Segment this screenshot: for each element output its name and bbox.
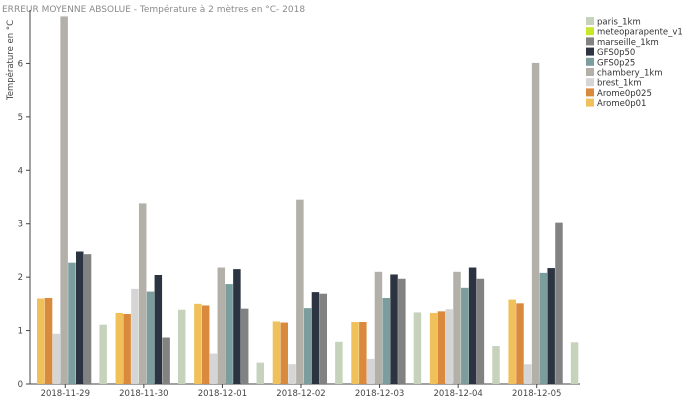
bar-paris-1km-2018-12-03 bbox=[413, 312, 422, 384]
bar-chambery-1km-2018-11-30 bbox=[138, 203, 147, 384]
y-axis-label: Température en °C bbox=[5, 20, 16, 101]
x-tick-label: 2018-12-01 bbox=[198, 389, 247, 399]
bar-arome0p01-2018-12-02 bbox=[272, 321, 281, 384]
legend-label-marseille-1km: marseille_1km bbox=[597, 38, 659, 48]
bar-arome0p025-2018-12-04 bbox=[437, 311, 446, 384]
bar-arome0p01-2018-12-05 bbox=[508, 299, 516, 384]
legend-label-gfs0p50: GFS0p50 bbox=[597, 48, 635, 58]
bar-arome0p025-2018-12-02 bbox=[280, 322, 289, 384]
bar-gfs0p50-2018-12-04 bbox=[468, 267, 477, 384]
bar-arome0p025-2018-12-03 bbox=[359, 322, 367, 384]
y-tick-label: 5 bbox=[18, 113, 23, 123]
bar-arome0p025-2018-11-30 bbox=[123, 314, 131, 384]
bar-chambery-1km-2018-12-02 bbox=[296, 199, 304, 384]
y-tick-label: 1 bbox=[18, 327, 23, 337]
bar-marseille-1km-2018-12-03 bbox=[398, 278, 406, 384]
bar-gfs0p25-2018-11-29 bbox=[68, 262, 76, 384]
bar-arome0p01-2018-12-04 bbox=[429, 312, 438, 384]
legend-label-paris-1km: paris_1km bbox=[597, 18, 641, 28]
bar-gfs0p50-2018-11-29 bbox=[76, 251, 84, 384]
bar-gfs0p50-2018-12-05 bbox=[547, 268, 555, 384]
x-tick-label: 2018-11-29 bbox=[41, 389, 90, 399]
bar-arome0p025-2018-11-29 bbox=[44, 297, 53, 384]
bar-chambery-1km-2018-12-01 bbox=[217, 267, 226, 384]
bar-arome0p01-2018-11-29 bbox=[37, 298, 45, 384]
bar-gfs0p50-2018-12-02 bbox=[311, 292, 320, 384]
bar-brest-1km-2018-12-03 bbox=[366, 358, 375, 384]
bar-brest-1km-2018-11-30 bbox=[131, 288, 139, 384]
legend-label-arome0p01: Arome0p01 bbox=[597, 99, 646, 109]
legend-label-arome0p025: Arome0p025 bbox=[597, 89, 652, 99]
legend-swatch-meteoparapente-v1 bbox=[586, 27, 594, 36]
bar-chambery-1km-2018-12-05 bbox=[531, 62, 540, 384]
bar-brest-1km-2018-12-05 bbox=[524, 364, 532, 384]
y-tick-label: 3 bbox=[18, 220, 23, 230]
bar-gfs0p25-2018-12-01 bbox=[225, 284, 233, 384]
bar-paris-1km-2018-12-01 bbox=[256, 362, 265, 384]
legend-label-gfs0p25: GFS0p25 bbox=[597, 58, 635, 68]
legend-label-meteoparapente-v1: meteoparapente_v1 bbox=[597, 28, 683, 38]
bar-paris-1km-2018-11-30 bbox=[177, 309, 186, 384]
bar-gfs0p25-2018-12-02 bbox=[303, 308, 312, 384]
bar-arome0p025-2018-12-01 bbox=[201, 305, 210, 384]
x-tick-label: 2018-12-03 bbox=[355, 389, 404, 399]
bar-gfs0p50-2018-12-01 bbox=[233, 269, 241, 384]
bar-gfs0p25-2018-12-04 bbox=[461, 287, 469, 384]
bar-marseille-1km-2018-12-04 bbox=[476, 278, 485, 384]
legend-swatch-brest-1km bbox=[586, 78, 594, 87]
x-tick-label: 2018-11-30 bbox=[119, 389, 168, 399]
bar-chambery-1km-2018-11-29 bbox=[60, 16, 68, 384]
legend-swatch-chambery-1km bbox=[586, 68, 594, 76]
bar-brest-1km-2018-11-29 bbox=[52, 333, 61, 384]
legend-swatch-arome0p025 bbox=[586, 88, 594, 97]
bar-marseille-1km-2018-12-05 bbox=[555, 222, 563, 384]
bar-paris-1km-2018-11-29 bbox=[99, 324, 107, 384]
bar-paris-1km-2018-12-02 bbox=[335, 341, 343, 384]
x-tick-label: 2018-12-05 bbox=[512, 389, 561, 399]
bar-gfs0p50-2018-11-30 bbox=[154, 275, 163, 384]
y-tick-label: 2 bbox=[18, 273, 23, 283]
bar-paris-1km-2018-12-05 bbox=[570, 342, 579, 384]
legend-label-brest-1km: brest_1km bbox=[597, 79, 642, 89]
bar-marseille-1km-2018-12-01 bbox=[240, 308, 249, 384]
bar-gfs0p25-2018-12-03 bbox=[382, 297, 390, 384]
chart-title: ERREUR MOYENNE ABSOLUE - Température à 2… bbox=[2, 4, 305, 15]
bar-chambery-1km-2018-12-03 bbox=[374, 271, 383, 384]
legend-swatch-arome0p01 bbox=[586, 98, 594, 107]
bar-arome0p025-2018-12-05 bbox=[516, 303, 524, 384]
legend-swatch-gfs0p25 bbox=[586, 57, 594, 66]
legend-swatch-gfs0p50 bbox=[586, 47, 594, 56]
legend-label-chambery-1km: chambery_1km bbox=[597, 69, 663, 79]
bar-gfs0p25-2018-12-05 bbox=[539, 272, 548, 384]
y-tick-label: 6 bbox=[18, 59, 23, 69]
x-tick-label: 2018-12-02 bbox=[276, 389, 325, 399]
bar-marseille-1km-2018-12-02 bbox=[319, 293, 328, 384]
y-tick-label: 4 bbox=[18, 166, 23, 176]
y-tick-label: 0 bbox=[18, 380, 23, 390]
legend-swatch-paris-1km bbox=[586, 17, 594, 25]
legend-swatch-marseille-1km bbox=[586, 37, 594, 46]
bar-arome0p01-2018-11-30 bbox=[115, 312, 124, 384]
bar-gfs0p25-2018-11-30 bbox=[146, 291, 155, 384]
bar-arome0p01-2018-12-01 bbox=[194, 303, 202, 384]
bar-marseille-1km-2018-11-30 bbox=[162, 337, 170, 384]
bar-marseille-1km-2018-11-29 bbox=[83, 254, 92, 384]
legend: paris_1kmmeteoparapente_v1marseille_1kmG… bbox=[586, 17, 683, 109]
bar-paris-1km-2018-12-04 bbox=[492, 346, 500, 384]
bar-chambery-1km-2018-12-04 bbox=[453, 271, 461, 384]
bar-arome0p01-2018-12-03 bbox=[351, 322, 359, 384]
bar-brest-1km-2018-12-02 bbox=[288, 364, 296, 384]
plot-area: 0 1 2 3 4 5 6 2018-11-29 2018-11-30 2018-12-01 201… bbox=[18, 10, 580, 399]
bar-brest-1km-2018-12-04 bbox=[445, 309, 453, 384]
bar-gfs0p50-2018-12-03 bbox=[390, 274, 398, 384]
bar-brest-1km-2018-12-01 bbox=[209, 353, 218, 384]
x-tick-label: 2018-12-04 bbox=[433, 389, 482, 399]
